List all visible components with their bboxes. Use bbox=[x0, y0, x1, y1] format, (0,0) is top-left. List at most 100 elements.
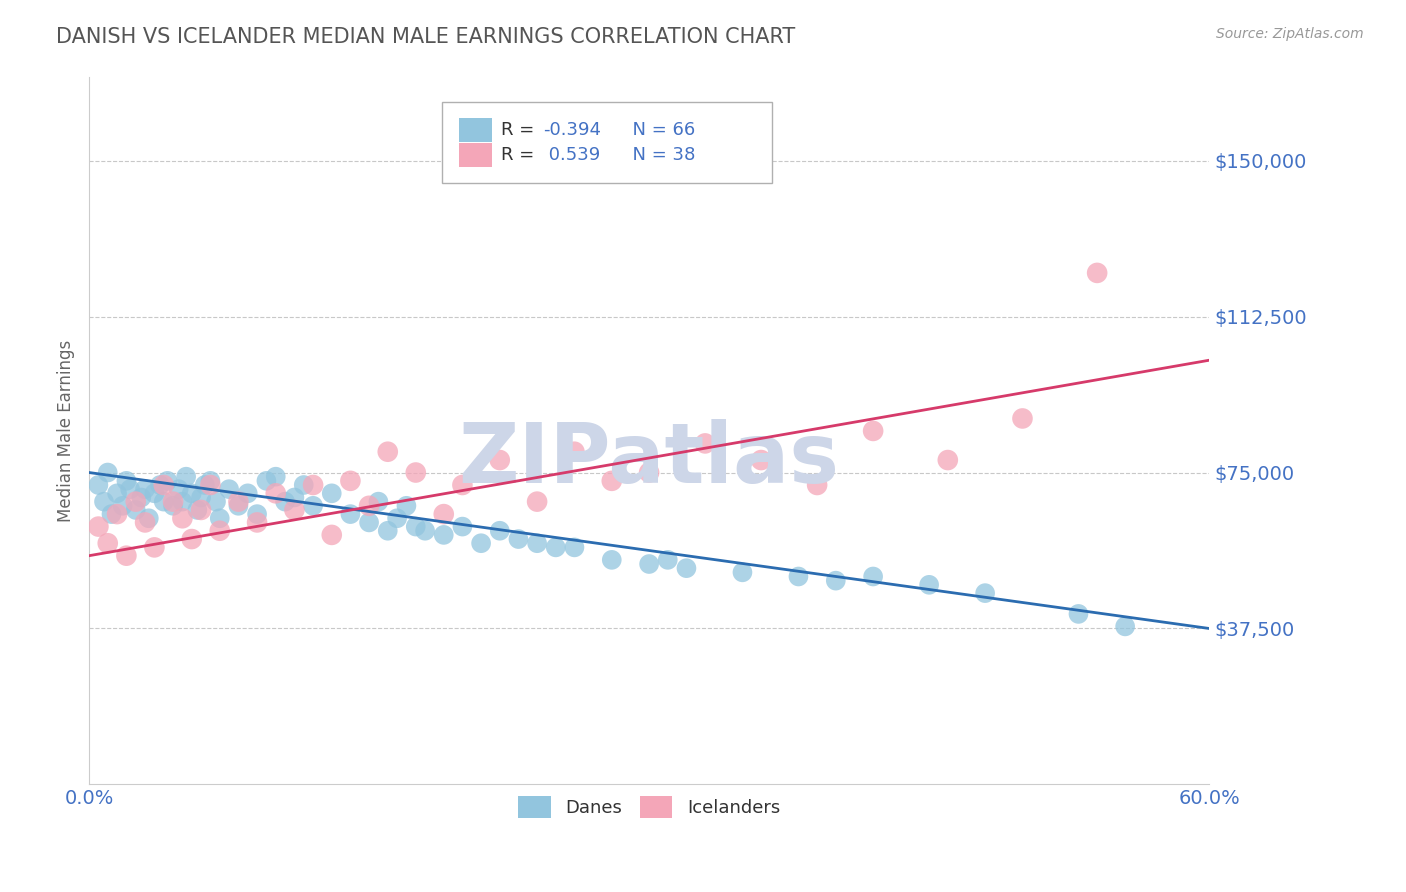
Point bbox=[180, 486, 202, 500]
Point bbox=[200, 478, 222, 492]
Point bbox=[657, 553, 679, 567]
Point bbox=[208, 511, 231, 525]
Point bbox=[152, 478, 174, 492]
Point bbox=[433, 507, 456, 521]
Point bbox=[246, 507, 269, 521]
Point bbox=[134, 482, 156, 496]
Point bbox=[93, 494, 115, 508]
Point bbox=[377, 524, 399, 538]
Point bbox=[180, 532, 202, 546]
Point bbox=[162, 499, 184, 513]
Point bbox=[359, 516, 381, 530]
Point bbox=[208, 524, 231, 538]
Point bbox=[138, 511, 160, 525]
Point bbox=[918, 578, 941, 592]
Point bbox=[675, 561, 697, 575]
Point bbox=[120, 482, 142, 496]
Point bbox=[413, 524, 436, 538]
Y-axis label: Median Male Earnings: Median Male Earnings bbox=[58, 340, 75, 522]
Point bbox=[200, 474, 222, 488]
Point bbox=[359, 499, 381, 513]
Point bbox=[194, 478, 217, 492]
Point bbox=[695, 436, 717, 450]
Point bbox=[1114, 619, 1136, 633]
Point bbox=[105, 486, 128, 500]
Point bbox=[292, 478, 315, 492]
Point bbox=[433, 528, 456, 542]
Point bbox=[174, 469, 197, 483]
Point bbox=[488, 524, 510, 538]
Point bbox=[526, 536, 548, 550]
Point bbox=[115, 474, 138, 488]
Point bbox=[172, 511, 194, 525]
Point bbox=[111, 499, 134, 513]
Point bbox=[488, 453, 510, 467]
Text: R =: R = bbox=[502, 146, 540, 164]
Point bbox=[367, 494, 389, 508]
Point bbox=[600, 553, 623, 567]
Point bbox=[321, 528, 343, 542]
Point bbox=[156, 474, 179, 488]
Point bbox=[508, 532, 530, 546]
Point bbox=[806, 478, 828, 492]
Text: -0.394: -0.394 bbox=[543, 121, 600, 139]
Point bbox=[125, 503, 148, 517]
Point bbox=[405, 466, 427, 480]
Point bbox=[283, 503, 305, 517]
Point bbox=[638, 557, 661, 571]
Point bbox=[1011, 411, 1033, 425]
Point bbox=[190, 491, 212, 505]
Text: N = 38: N = 38 bbox=[621, 146, 696, 164]
Point bbox=[162, 494, 184, 508]
Point bbox=[97, 466, 120, 480]
Point bbox=[115, 549, 138, 563]
Point bbox=[172, 494, 194, 508]
Text: Source: ZipAtlas.com: Source: ZipAtlas.com bbox=[1216, 27, 1364, 41]
Point bbox=[787, 569, 810, 583]
Point bbox=[228, 499, 250, 513]
Point bbox=[264, 486, 287, 500]
Text: 0.539: 0.539 bbox=[543, 146, 600, 164]
Point bbox=[544, 541, 567, 555]
Point bbox=[862, 424, 884, 438]
Point bbox=[105, 507, 128, 521]
Point bbox=[564, 541, 586, 555]
Point bbox=[600, 474, 623, 488]
Point bbox=[302, 478, 325, 492]
Point bbox=[405, 519, 427, 533]
Point bbox=[254, 474, 277, 488]
Point bbox=[339, 507, 361, 521]
Point bbox=[100, 507, 122, 521]
Point bbox=[134, 516, 156, 530]
Point bbox=[385, 511, 408, 525]
Point bbox=[167, 482, 190, 496]
Point bbox=[236, 486, 259, 500]
Text: R =: R = bbox=[502, 121, 540, 139]
Point bbox=[1085, 266, 1108, 280]
Point bbox=[451, 478, 474, 492]
Point bbox=[274, 494, 297, 508]
Point bbox=[97, 536, 120, 550]
Point bbox=[302, 499, 325, 513]
Bar bbox=[458, 144, 492, 167]
Point bbox=[395, 499, 418, 513]
Point bbox=[186, 503, 208, 517]
Point bbox=[205, 494, 228, 508]
Point bbox=[451, 519, 474, 533]
Point bbox=[1067, 607, 1090, 621]
Point bbox=[749, 453, 772, 467]
Point bbox=[283, 491, 305, 505]
Point bbox=[190, 503, 212, 517]
Text: N = 66: N = 66 bbox=[621, 121, 696, 139]
Point bbox=[974, 586, 997, 600]
Point bbox=[125, 494, 148, 508]
FancyBboxPatch shape bbox=[441, 103, 772, 184]
Text: ZIPatlas: ZIPatlas bbox=[458, 418, 839, 500]
Point bbox=[339, 474, 361, 488]
Point bbox=[143, 541, 166, 555]
Point bbox=[87, 519, 110, 533]
Bar bbox=[458, 119, 492, 143]
Text: DANISH VS ICELANDER MEDIAN MALE EARNINGS CORRELATION CHART: DANISH VS ICELANDER MEDIAN MALE EARNINGS… bbox=[56, 27, 796, 46]
Point bbox=[564, 444, 586, 458]
Point bbox=[149, 478, 172, 492]
